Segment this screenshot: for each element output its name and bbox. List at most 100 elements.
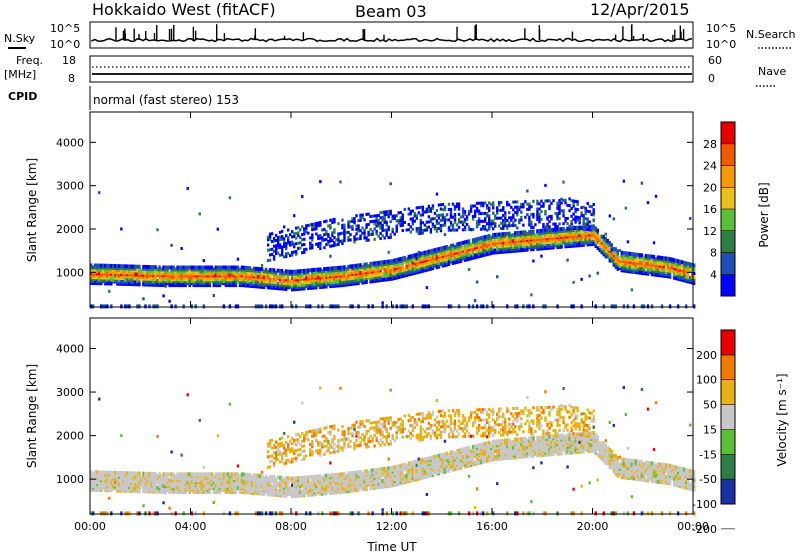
power-cell <box>588 210 591 214</box>
velocity-cell <box>319 440 322 444</box>
power-cell <box>574 220 577 224</box>
velocity-cell <box>274 477 278 482</box>
velocity-cell <box>280 475 284 480</box>
power-cell <box>303 250 306 254</box>
power-cell <box>413 219 417 223</box>
velocity-cell <box>299 453 302 457</box>
power-cell <box>552 222 555 226</box>
power-cell <box>526 235 529 240</box>
power-cell <box>256 280 260 285</box>
power-cell <box>455 228 459 232</box>
power-cell <box>148 265 151 270</box>
power-cell <box>606 238 609 243</box>
power-cell <box>353 217 356 221</box>
power-cell <box>584 209 587 213</box>
power-cell <box>463 210 467 214</box>
velocity-cell <box>280 436 284 440</box>
power-cell <box>256 274 260 279</box>
power-cell <box>467 209 471 213</box>
power-cell <box>544 228 547 233</box>
power-cell <box>485 304 489 309</box>
power-cell <box>469 228 473 232</box>
velocity-cell <box>96 485 99 490</box>
velocity-cell <box>303 444 306 448</box>
power-cell <box>293 214 296 218</box>
power-cell <box>331 304 334 309</box>
power-cell <box>381 304 384 309</box>
power-cell <box>347 236 350 240</box>
velocity-cell <box>146 471 149 476</box>
power-cell <box>401 223 404 227</box>
power-cell <box>690 262 694 267</box>
power-cell <box>520 215 523 219</box>
power-cell <box>622 251 626 256</box>
velocity-cell <box>301 450 304 454</box>
power-cell <box>335 243 338 247</box>
power-cell <box>383 236 386 240</box>
power-cell <box>666 264 670 269</box>
velocity-cell <box>204 476 207 481</box>
power-cell <box>481 201 485 205</box>
power-cell <box>465 243 469 248</box>
velocity-cell <box>291 447 294 451</box>
power-cell <box>676 304 680 309</box>
power-cell <box>291 240 294 244</box>
velocity-cell <box>272 461 276 465</box>
velocity-cell <box>156 474 159 479</box>
velocity-cell <box>282 449 286 453</box>
power-cell <box>156 304 159 309</box>
power-cell <box>411 253 415 258</box>
power-cell <box>544 199 547 203</box>
power-cell <box>457 218 461 222</box>
power-cell <box>447 226 451 230</box>
velocity-cell <box>154 511 157 516</box>
power-cell <box>401 273 404 278</box>
power-cell <box>630 255 634 260</box>
velocity-cell <box>218 484 222 489</box>
power-cell <box>383 215 386 219</box>
power-cell <box>379 216 382 220</box>
velocity-cell <box>194 478 197 483</box>
power-cell <box>431 256 435 261</box>
power-cell <box>385 259 388 264</box>
velocity-cell <box>309 480 312 485</box>
power-cell <box>341 242 344 245</box>
velocity-cell <box>303 439 306 443</box>
power-cell <box>455 242 459 247</box>
colorbar-tick-label: 4 <box>710 268 717 281</box>
power-cell <box>280 278 284 283</box>
power-cell <box>419 221 423 225</box>
power-cell <box>650 304 654 309</box>
power-cell <box>319 244 322 248</box>
power-cell <box>190 265 193 270</box>
power-cell <box>216 265 220 270</box>
power-cell <box>592 213 595 217</box>
power-cell <box>528 220 531 224</box>
power-cell <box>502 208 505 212</box>
power-cell <box>528 304 531 309</box>
velocity-cell <box>284 482 288 487</box>
power-cell <box>584 217 587 221</box>
power-cell <box>570 199 573 203</box>
power-cell <box>544 225 547 229</box>
power-cell <box>443 205 447 209</box>
velocity-cell <box>160 474 163 479</box>
power-cell <box>475 225 479 229</box>
power-cell <box>514 210 517 214</box>
power-cell <box>236 275 240 280</box>
power-cell <box>278 304 282 309</box>
velocity-cell <box>313 478 316 483</box>
power-cell <box>325 266 328 271</box>
velocity-cell <box>152 485 155 490</box>
power-cell <box>492 219 495 223</box>
power-cell <box>385 304 388 309</box>
power-cell <box>522 205 525 209</box>
power-cell <box>642 255 646 260</box>
power-cell <box>319 180 322 184</box>
power-cell <box>284 275 288 280</box>
power-cell <box>164 273 167 278</box>
velocity-cell <box>254 511 258 516</box>
velocity-cell <box>295 456 298 460</box>
power-cell <box>337 232 340 236</box>
power-cell <box>423 223 427 227</box>
